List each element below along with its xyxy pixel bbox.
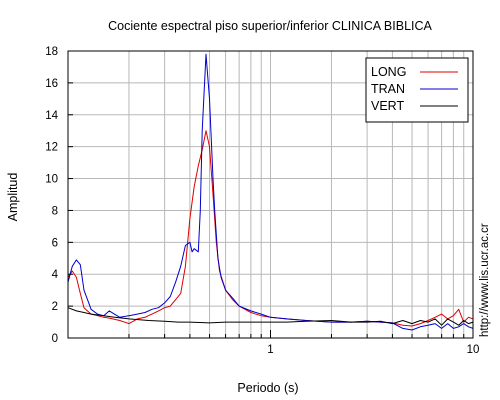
legend-label-vert: VERT [371,99,404,113]
series-layer [67,53,474,331]
y-tick-label-7: 14 [45,110,58,122]
y-axis-label: Amplitud [6,173,20,222]
series-line-long [67,130,474,327]
side-url-text: http://www.lis.ucr.ac.cr [479,223,491,337]
y-tick-label-4: 8 [52,205,58,217]
x-axis-label: Periodo (s) [237,381,298,395]
tick-layer: 0 2 4 6 8 10 12 14 16 18 1 10 [45,46,479,356]
series-line-tran [67,53,474,331]
legend-label-tran: TRAN [371,82,405,96]
y-tick-label-2: 4 [52,269,59,281]
y-tick-label-8: 16 [45,78,58,90]
series-line-vert [67,307,474,326]
legend-box [365,57,469,123]
x-tick-label-0: 1 [267,344,273,356]
legend-label-long: LONG [371,65,406,79]
legend-items: LONG TRAN VERT [371,65,458,113]
y-tick-label-1: 2 [52,301,58,313]
y-tick-label-9: 18 [45,46,58,58]
chart-title: Cociente espectral piso superior/inferio… [108,19,432,33]
y-tick-label-5: 10 [45,174,58,186]
x-tick-label-1: 10 [467,344,480,356]
y-tick-label-0: 0 [52,333,58,345]
y-tick-label-6: 12 [45,142,58,154]
y-tick-label-3: 6 [52,237,58,249]
legend: LONG TRAN VERT [365,57,469,123]
